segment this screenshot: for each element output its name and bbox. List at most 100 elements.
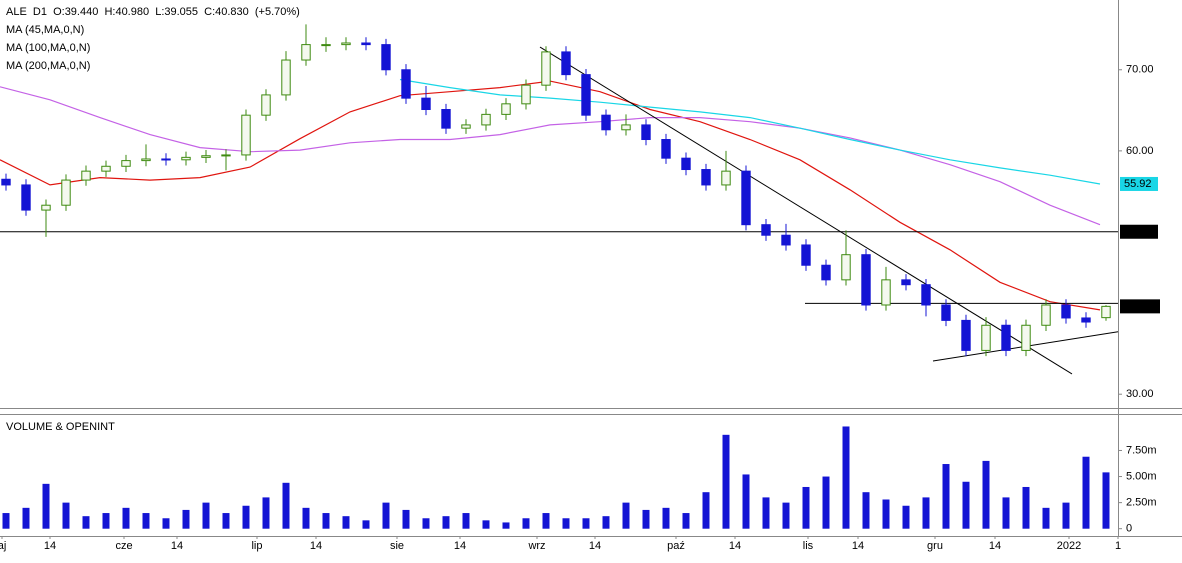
candle-body: [221, 154, 231, 157]
x-tick-label: 14: [310, 540, 322, 552]
volume-bar: [462, 513, 470, 529]
candle-body: [1041, 304, 1051, 326]
volume-bar: [1042, 507, 1050, 529]
volume-bar: [362, 520, 370, 529]
candle-body: [461, 124, 471, 129]
candle-body: [321, 44, 331, 47]
x-tick-label: 1: [1115, 540, 1121, 552]
volume-bar: [842, 426, 850, 529]
trendline: [539, 46, 1073, 375]
candle-body: [381, 44, 391, 71]
y-tick-label: 60.00: [1126, 145, 1154, 157]
x-tick-label: 14: [589, 540, 601, 552]
volume-bar: [882, 499, 890, 529]
volume-bar: [202, 502, 210, 529]
volume-bar: [782, 502, 790, 529]
x-tick-label: aj: [0, 540, 6, 552]
x-tick-label: cze: [115, 540, 132, 552]
volume-bar: [942, 464, 950, 529]
volume-bar: [922, 497, 930, 529]
volume-bar: [282, 482, 290, 529]
candle-body: [441, 109, 451, 129]
volume-bar: [1022, 486, 1030, 529]
volume-bar: [602, 516, 610, 529]
candle-body: [1081, 317, 1091, 323]
volume-bar: [442, 516, 450, 529]
volume-bar: [22, 507, 30, 529]
candle-body: [941, 304, 951, 321]
volume-bar: [1002, 497, 1010, 529]
candle-body: [561, 51, 571, 76]
candle-body: [341, 42, 351, 46]
candle-body: [601, 114, 611, 131]
candle-body: [501, 103, 511, 115]
volume-bar: [682, 513, 690, 529]
volume-bar: [902, 505, 910, 529]
volume-bar: [482, 520, 490, 529]
candle-body: [521, 84, 531, 105]
y-tick-label: 2.50m: [1126, 497, 1157, 509]
x-tick-label: 2022: [1057, 540, 1081, 552]
moving-average: [399, 78, 1101, 185]
volume-bar: [502, 522, 510, 529]
candle-body: [121, 160, 131, 167]
candle-body: [721, 170, 731, 186]
volume-bar: [662, 507, 670, 529]
x-tick-label: sie: [390, 540, 404, 552]
volume-bar: [242, 505, 250, 529]
candle-body: [801, 244, 811, 266]
candle-body: [861, 254, 871, 306]
candle-body: [1101, 305, 1111, 319]
candle-body: [1001, 324, 1011, 351]
volume-bar: [802, 486, 810, 529]
legend-entry: MA (200,MA,0,N): [6, 60, 90, 72]
volume-bar: [162, 518, 170, 529]
x-tick-label: 14: [44, 540, 56, 552]
volume-bar: [142, 513, 150, 529]
level-label: 50.03: [1124, 226, 1152, 238]
moving-average: [0, 86, 1101, 226]
volume-bar: [1082, 456, 1090, 529]
candle-body: [681, 157, 691, 171]
volume-bar: [642, 509, 650, 529]
volume-bar: [742, 474, 750, 529]
candle-body: [701, 169, 711, 186]
x-tick-label: lip: [251, 540, 262, 552]
candle-body: [101, 165, 111, 172]
candle-body: [181, 156, 191, 161]
candle-body: [981, 324, 991, 351]
x-tick-label: 14: [989, 540, 1001, 552]
volume-bar: [542, 513, 550, 529]
candle-body: [201, 155, 211, 158]
candle-body: [1, 178, 11, 186]
volume-bar: [222, 513, 230, 529]
candle-body: [901, 279, 911, 286]
candle-body: [361, 42, 371, 46]
x-tick-label: wrz: [527, 540, 545, 552]
candle-body: [881, 279, 891, 306]
candle-body: [141, 158, 151, 162]
candle-body: [541, 51, 551, 86]
candle-body: [41, 204, 51, 211]
candle-body: [241, 114, 251, 156]
volume-bar: [42, 483, 50, 529]
y-tick-label: 0: [1126, 523, 1132, 535]
candle-body: [61, 179, 71, 206]
volume-bar: [322, 513, 330, 529]
chart-title: ALE D1 O:39.440 H:40.980 L:39.055 C:40.8…: [6, 6, 300, 18]
candle-body: [261, 94, 271, 116]
volume-bar: [962, 481, 970, 529]
moving-average: [0, 80, 1101, 311]
candle-body: [761, 224, 771, 236]
volume-bar: [562, 518, 570, 529]
candle-body: [301, 44, 311, 61]
panel-title: VOLUME & OPENINT: [6, 421, 115, 433]
x-tick-label: 14: [729, 540, 741, 552]
legend-entry: MA (45,MA,0,N): [6, 24, 84, 36]
volume-bar: [2, 513, 10, 529]
volume-bar: [622, 502, 630, 529]
candle-body: [401, 69, 411, 99]
volume-bar: [382, 502, 390, 529]
level-label-box: [1120, 224, 1158, 239]
